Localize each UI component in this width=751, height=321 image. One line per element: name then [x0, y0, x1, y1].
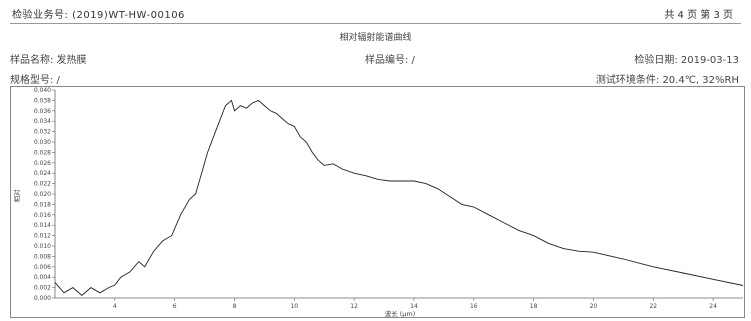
chart-frame [10, 86, 745, 318]
y-tick-label: 0.036 [34, 108, 51, 115]
y-tick-label: 0.018 [34, 201, 51, 208]
page-info: 共 4 页 第 3 页 [664, 10, 733, 21]
sample-name: 样品名称: 发热膜 [10, 55, 87, 66]
x-tick-label: 18 [530, 303, 538, 310]
spectrum-series-line [54, 99, 744, 296]
y-tick-label: 0.026 [34, 160, 51, 167]
sample-number: 样品编号: / [365, 55, 415, 66]
model-spec: 规格型号: / [10, 75, 60, 86]
y-tick-label: 0.008 [34, 253, 51, 260]
x-tick-label: 16 [470, 303, 478, 310]
y-tick-label: 0.030 [34, 139, 51, 146]
y-tick-label: 0.010 [34, 243, 51, 250]
y-tick-label: 0.034 [34, 118, 51, 125]
y-tick-label: 0.040 [34, 87, 51, 94]
y-tick-label: 0.002 [34, 285, 51, 292]
y-tick-label: 0.032 [34, 129, 51, 136]
x-tick-label: 4 [113, 303, 117, 310]
y-tick-label: 0.004 [34, 274, 51, 281]
x-tick-label: 22 [649, 303, 657, 310]
business-number: 检验业务号: (2019)WT-HW-00106 [12, 10, 185, 21]
test-environment: 测试环境条件: 20.4℃, 32%RH [595, 75, 739, 86]
y-tick-label: 0.022 [34, 181, 51, 188]
y-tick-label: 0.016 [34, 212, 51, 219]
y-tick-label: 0.024 [34, 170, 51, 177]
header-divider [10, 23, 741, 24]
x-axis-label: 波长 (μm) [385, 309, 416, 318]
x-tick-label: 10 [290, 303, 298, 310]
y-tick-label: 0.012 [34, 233, 51, 240]
x-tick-label: 6 [173, 303, 177, 310]
y-tick-label: 0.000 [34, 295, 51, 302]
report-header: 检验业务号: (2019)WT-HW-00106 共 4 页 第 3 页 [12, 6, 739, 22]
chart-title: 相对辐射能谱曲线 [339, 33, 412, 43]
y-tick-label: 0.006 [34, 264, 51, 271]
x-tick-label: 24 [709, 303, 717, 310]
y-tick-label: 0.038 [34, 97, 51, 104]
x-tick-label: 12 [350, 303, 358, 310]
x-tick-label: 14 [410, 303, 418, 310]
test-date: 检验日期: 2019-03-13 [634, 55, 739, 66]
x-tick-label: 8 [233, 303, 237, 310]
y-tick-label: 0.014 [34, 222, 51, 229]
y-axis-label: 相对 [12, 189, 21, 203]
x-tick-label: 20 [590, 303, 598, 310]
y-tick-label: 0.028 [34, 149, 51, 156]
y-tick-label: 0.020 [34, 191, 51, 198]
